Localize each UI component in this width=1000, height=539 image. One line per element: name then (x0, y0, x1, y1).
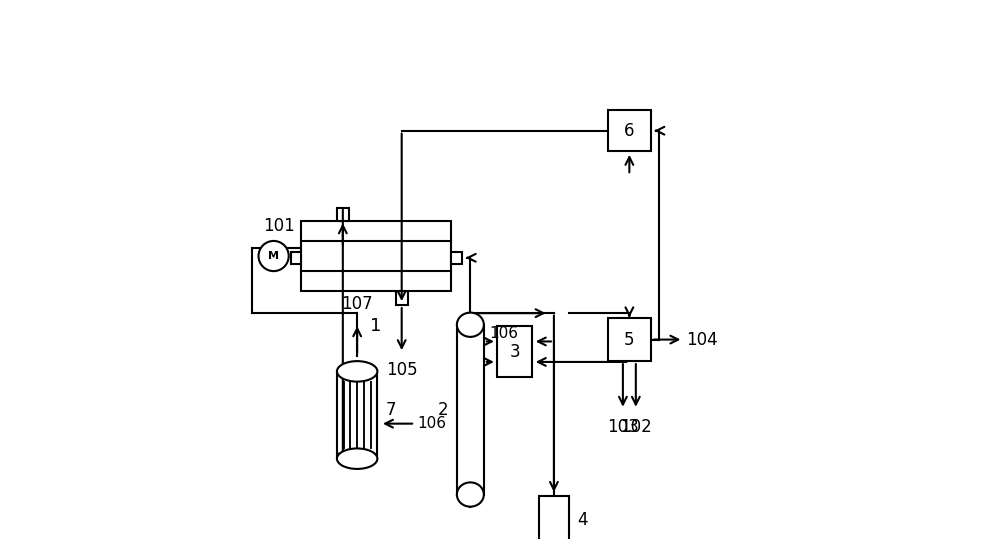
Ellipse shape (457, 482, 484, 507)
Text: 5: 5 (624, 330, 635, 349)
Bar (451, 252, 462, 264)
Text: 102: 102 (620, 418, 652, 436)
Text: 4: 4 (577, 510, 587, 529)
Text: 105: 105 (386, 361, 417, 379)
Text: 106: 106 (418, 416, 447, 431)
Ellipse shape (337, 448, 377, 469)
Bar (301, 221, 451, 291)
Text: 106: 106 (489, 326, 518, 341)
Bar (337, 371, 377, 459)
Text: 103: 103 (607, 418, 639, 436)
Circle shape (259, 241, 289, 271)
Text: 107: 107 (341, 295, 373, 313)
Text: M: M (268, 251, 279, 261)
Ellipse shape (337, 361, 377, 382)
Bar (497, 326, 532, 377)
Text: 6: 6 (624, 122, 635, 140)
Text: 104: 104 (686, 330, 718, 349)
Text: 2: 2 (438, 400, 449, 419)
Text: 101: 101 (263, 217, 295, 236)
Text: 1: 1 (370, 317, 382, 335)
Bar (291, 252, 301, 264)
Bar (337, 208, 349, 221)
Bar (608, 110, 651, 151)
Text: 3: 3 (510, 343, 520, 361)
Bar (539, 496, 569, 539)
Ellipse shape (457, 313, 484, 337)
Bar (457, 324, 484, 495)
Bar (396, 291, 408, 305)
Bar (608, 318, 651, 361)
Text: 7: 7 (385, 400, 396, 419)
